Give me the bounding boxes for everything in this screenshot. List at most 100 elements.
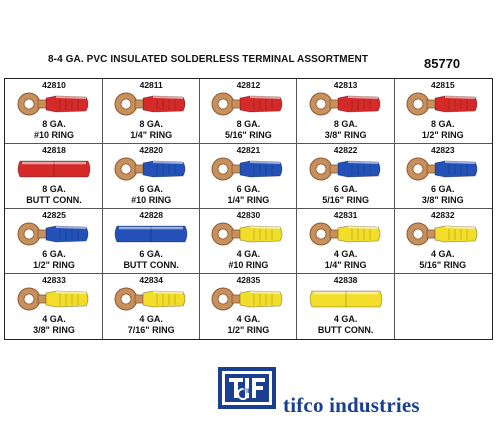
wire-gauge: 8 GA. bbox=[236, 119, 261, 129]
part-number: 42835 bbox=[236, 275, 261, 285]
terminal-item-42818: 42818 8 GA. BUTT CONN. bbox=[5, 144, 103, 209]
terminal-item-42831: 42831 4 GA. 1/4" RING bbox=[296, 209, 395, 274]
wire-gauge: 4 GA. bbox=[236, 314, 261, 324]
part-number: 42834 bbox=[139, 275, 163, 285]
ring-terminal-icon bbox=[114, 157, 186, 181]
part-number: 42813 bbox=[333, 80, 358, 90]
terminal-description: BUTT CONN. bbox=[123, 260, 179, 270]
part-number: 42811 bbox=[139, 80, 163, 90]
ring-terminal-icon bbox=[406, 92, 478, 116]
wire-gauge: 4 GA. bbox=[431, 249, 455, 259]
part-number: 42810 bbox=[42, 80, 66, 90]
ring-terminal-icon bbox=[114, 92, 186, 116]
kit-number: 85770 bbox=[424, 56, 461, 71]
terminal-description: 1/4" RING bbox=[227, 195, 270, 205]
wire-gauge: 8 GA. bbox=[139, 119, 163, 129]
part-number: 42815 bbox=[430, 80, 455, 90]
wire-gauge: 8 GA. bbox=[333, 119, 358, 129]
terminal-item-42810: 42810 8 GA. #10 RING bbox=[5, 79, 103, 144]
terminal-description: 1/2" RING bbox=[227, 325, 270, 335]
ring-terminal-icon bbox=[17, 92, 89, 116]
part-number: 42831 bbox=[333, 210, 358, 220]
wire-gauge: 6 GA. bbox=[42, 249, 66, 259]
tifco-logo-icon: TIF bbox=[218, 367, 276, 409]
part-number: 42825 bbox=[42, 210, 66, 220]
part-number: 42830 bbox=[236, 210, 261, 220]
part-number: 42832 bbox=[430, 210, 455, 220]
terminal-description: 3/8" RING bbox=[33, 325, 75, 335]
terminal-description: #10 RING bbox=[131, 195, 172, 205]
terminal-description: BUTT CONN. bbox=[26, 195, 82, 205]
terminal-description: 3/8" RING bbox=[324, 130, 367, 140]
part-number: 42833 bbox=[42, 275, 66, 285]
butt-connector-icon bbox=[17, 160, 91, 178]
terminal-item-42838: 42838 4 GA. BUTT CONN. bbox=[297, 274, 395, 339]
wire-gauge: 6 GA. bbox=[139, 249, 163, 259]
terminal-description: 1/4" RING bbox=[130, 130, 173, 140]
ring-terminal-icon bbox=[17, 287, 89, 311]
terminal-description: 1/4" RING bbox=[324, 260, 367, 270]
terminal-description: BUTT CONN. bbox=[317, 325, 374, 335]
wire-gauge: 4 GA. bbox=[42, 314, 66, 324]
terminal-description: 1/2" RING bbox=[33, 260, 75, 270]
terminal-item-42825: 42825 6 GA. 1/2" RING bbox=[5, 209, 103, 274]
terminal-item-42833: 42833 4 GA. 3/8" RING bbox=[5, 274, 103, 339]
part-number: 42812 bbox=[236, 80, 261, 90]
terminal-description: 5/16" RING bbox=[224, 130, 272, 140]
ring-terminal-icon bbox=[309, 222, 380, 246]
ring-terminal-icon bbox=[211, 92, 283, 116]
butt-connector-icon bbox=[309, 290, 382, 308]
ring-terminal-icon bbox=[211, 222, 283, 246]
ring-terminal-icon bbox=[406, 222, 478, 246]
terminal-description: 5/16" RING bbox=[322, 195, 369, 205]
part-number: 42823 bbox=[430, 145, 455, 155]
terminal-item-42834: 42834 4 GA. 7/16" RING bbox=[102, 274, 201, 339]
ring-terminal-icon bbox=[309, 92, 380, 116]
part-number: 42828 bbox=[139, 210, 163, 220]
ring-terminal-icon bbox=[114, 287, 186, 311]
butt-connector-icon bbox=[114, 225, 188, 243]
ring-terminal-icon bbox=[17, 222, 89, 246]
wire-gauge: 8 GA. bbox=[42, 119, 66, 129]
terminal-description: 7/16" RING bbox=[127, 325, 175, 335]
wire-gauge: 4 GA. bbox=[139, 314, 163, 324]
page-title: 8-4 GA. PVC INSULATED SOLDERLESS TERMINA… bbox=[48, 54, 369, 65]
part-number: 42838 bbox=[333, 275, 358, 285]
wire-gauge: 4 GA. bbox=[333, 249, 358, 259]
terminal-description: 3/8" RING bbox=[421, 195, 464, 205]
brand-name: tifco industries bbox=[283, 393, 420, 417]
wire-gauge: 4 GA. bbox=[333, 314, 358, 324]
terminal-item-42813: 42813 8 GA. 3/8" RING bbox=[296, 79, 395, 144]
terminal-description: 5/16" RING bbox=[419, 260, 467, 270]
wire-gauge: 6 GA. bbox=[431, 184, 455, 194]
terminal-description: #10 RING bbox=[228, 260, 269, 270]
terminal-item-42828: 42828 6 GA. BUTT CONN. bbox=[102, 209, 201, 274]
catalog-header: 8-4 GA. PVC INSULATED SOLDERLESS TERMINA… bbox=[0, 52, 496, 71]
part-number: 42820 bbox=[139, 145, 163, 155]
assortment-grid: 42810 8 GA. #10 RING 42811 8 GA. 1/4" RING 428… bbox=[4, 78, 493, 340]
terminal-item-42823: 42823 6 GA. 3/8" RING bbox=[393, 144, 492, 209]
part-number: 42821 bbox=[236, 145, 261, 155]
terminal-item-42815: 42815 8 GA. 1/2" RING bbox=[393, 79, 492, 144]
terminal-item-42822: 42822 6 GA. 5/16" RING bbox=[296, 144, 395, 209]
terminal-item-42832: 42832 4 GA. 5/16" RING bbox=[393, 209, 492, 274]
ring-terminal-icon bbox=[211, 287, 283, 311]
ring-terminal-icon bbox=[211, 157, 283, 181]
terminal-description: #10 RING bbox=[33, 130, 75, 140]
terminal-item-42811: 42811 8 GA. 1/4" RING bbox=[102, 79, 201, 144]
logo-text: TIF bbox=[243, 389, 252, 395]
ring-terminal-icon bbox=[406, 157, 478, 181]
terminal-description: 1/2" RING bbox=[421, 130, 464, 140]
wire-gauge: 8 GA. bbox=[42, 184, 66, 194]
ring-terminal-icon bbox=[309, 157, 380, 181]
empty-cell bbox=[394, 274, 492, 339]
wire-gauge: 8 GA. bbox=[431, 119, 455, 129]
terminal-item-42820: 42820 6 GA. #10 RING bbox=[102, 144, 201, 209]
terminal-item-42812: 42812 8 GA. 5/16" RING bbox=[199, 79, 298, 144]
terminal-item-42830: 42830 4 GA. #10 RING bbox=[199, 209, 298, 274]
wire-gauge: 6 GA. bbox=[139, 184, 163, 194]
part-number: 42818 bbox=[42, 145, 66, 155]
terminal-item-42821: 42821 6 GA. 1/4" RING bbox=[199, 144, 298, 209]
terminal-item-42835: 42835 4 GA. 1/2" RING bbox=[199, 274, 298, 339]
wire-gauge: 6 GA. bbox=[333, 184, 358, 194]
